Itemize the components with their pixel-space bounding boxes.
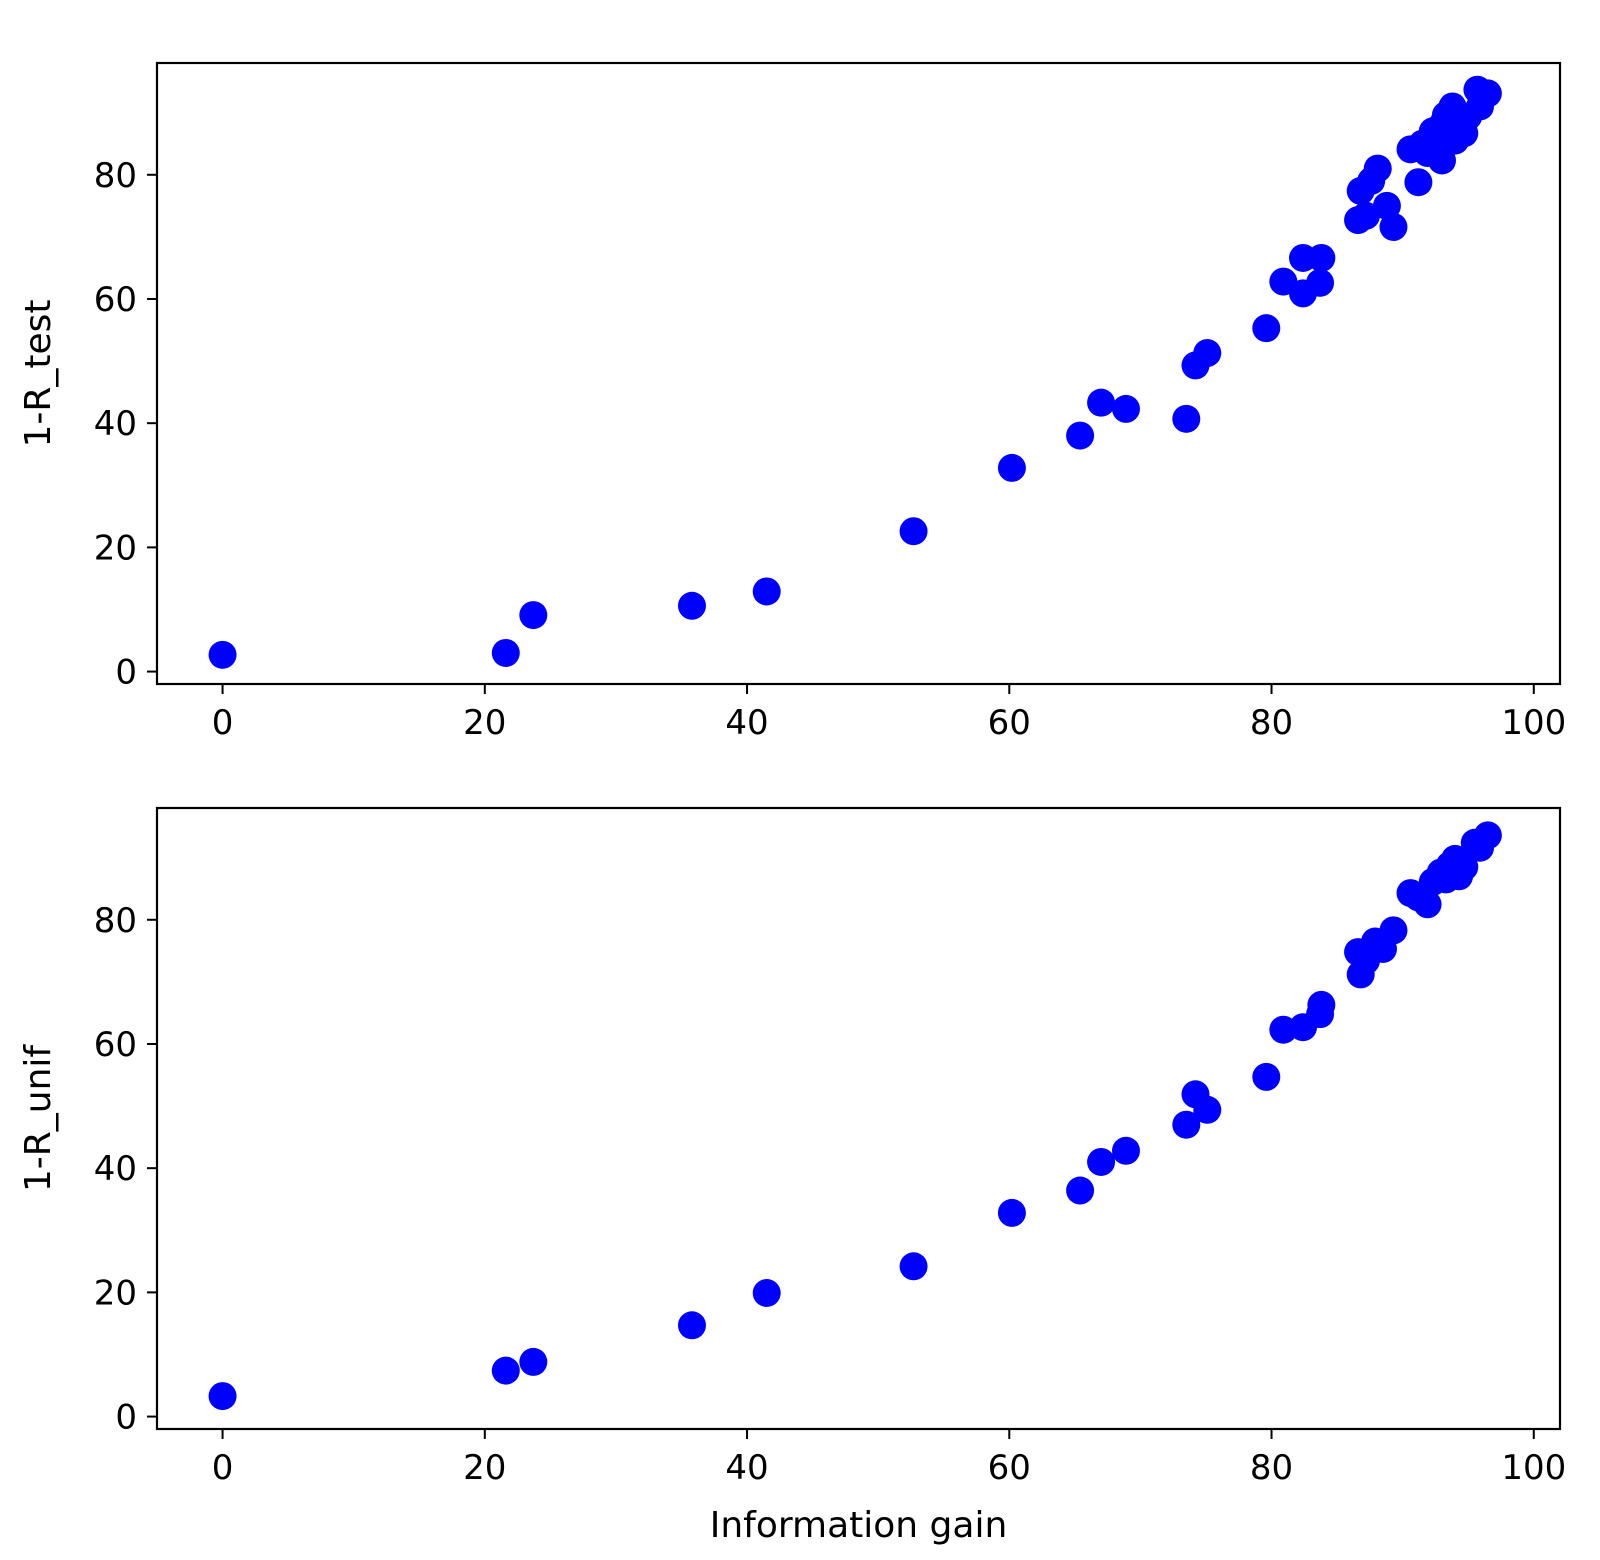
- data-point: [1363, 154, 1392, 183]
- y-tick-label: 80: [94, 901, 137, 941]
- data-point: [752, 577, 781, 606]
- y-tick-label: 20: [94, 528, 137, 568]
- data-point: [1087, 1147, 1116, 1176]
- data-point: [997, 1198, 1026, 1227]
- data-point: [1473, 79, 1502, 108]
- data-point: [1111, 1136, 1140, 1165]
- data-point: [208, 640, 237, 669]
- data-point: [1450, 852, 1479, 881]
- x-tick-label: 80: [1250, 703, 1293, 743]
- y-tick-label: 60: [94, 280, 137, 320]
- data-point: [1252, 314, 1281, 343]
- scatter-panel-test: 0 20 40 60 80 100 0 20 40 60 80 1-R_test: [18, 61, 1566, 743]
- data-point: [1379, 916, 1408, 945]
- data-point: [519, 601, 548, 630]
- data-point: [491, 638, 520, 667]
- data-point: [997, 453, 1026, 482]
- plot-frame: [155, 61, 1562, 686]
- data-point: [1413, 890, 1442, 919]
- data-point: [1066, 421, 1095, 450]
- data-point: [1351, 201, 1380, 230]
- data-point: [1087, 388, 1116, 417]
- y-tick-label: 40: [94, 1149, 137, 1189]
- y-tick-label: 60: [94, 1025, 137, 1065]
- x-axis-label: Information gain: [710, 1505, 1008, 1546]
- data-point: [1172, 404, 1201, 433]
- y-tick-label: 80: [94, 156, 137, 196]
- x-tick-label: 100: [1501, 1448, 1566, 1488]
- data-point: [1372, 191, 1401, 220]
- data-point: [1307, 990, 1336, 1019]
- data-point: [677, 1311, 706, 1340]
- x-tick-label: 40: [725, 703, 768, 743]
- data-point: [1404, 168, 1433, 197]
- data-point: [1379, 212, 1408, 241]
- x-tick-label: 60: [988, 703, 1031, 743]
- data-point: [899, 517, 928, 546]
- data-point: [1307, 243, 1336, 272]
- y-tick-label: 0: [115, 1398, 137, 1438]
- x-tick-label: 0: [212, 703, 234, 743]
- y-axis-label: 1-R_test: [18, 299, 59, 447]
- y-tick-label: 20: [94, 1273, 137, 1313]
- data-point: [1473, 821, 1502, 850]
- y-tick-label: 0: [115, 653, 137, 693]
- data-point: [208, 1382, 237, 1411]
- data-point: [519, 1347, 548, 1376]
- x-tick-label: 20: [463, 703, 506, 743]
- data-point: [899, 1252, 928, 1281]
- data-point: [752, 1279, 781, 1308]
- x-tick-label: 20: [463, 1448, 506, 1488]
- y-tick-label: 40: [94, 404, 137, 444]
- data-point: [1193, 1095, 1222, 1124]
- data-point: [1111, 394, 1140, 423]
- y-axis-label: 1-R_unif: [18, 1044, 59, 1193]
- data-point: [1193, 339, 1222, 368]
- x-tick-label: 80: [1250, 1448, 1293, 1488]
- data-point: [1066, 1176, 1095, 1205]
- x-tick-label: 60: [988, 1448, 1031, 1488]
- data-point: [1252, 1062, 1281, 1091]
- plot-frame: [155, 806, 1562, 1431]
- data-point: [1172, 1110, 1201, 1139]
- x-tick-label: 40: [725, 1448, 768, 1488]
- data-point: [491, 1356, 520, 1385]
- data-point: [1427, 146, 1456, 175]
- x-tick-label: 0: [212, 1448, 234, 1488]
- data-point: [677, 591, 706, 620]
- scatter-panel-unif: 0 20 40 60 80 100 0 20 40 60 80 1-R_unif Information…: [18, 806, 1566, 1546]
- data-point: [1306, 268, 1335, 297]
- x-tick-label: 100: [1501, 703, 1566, 743]
